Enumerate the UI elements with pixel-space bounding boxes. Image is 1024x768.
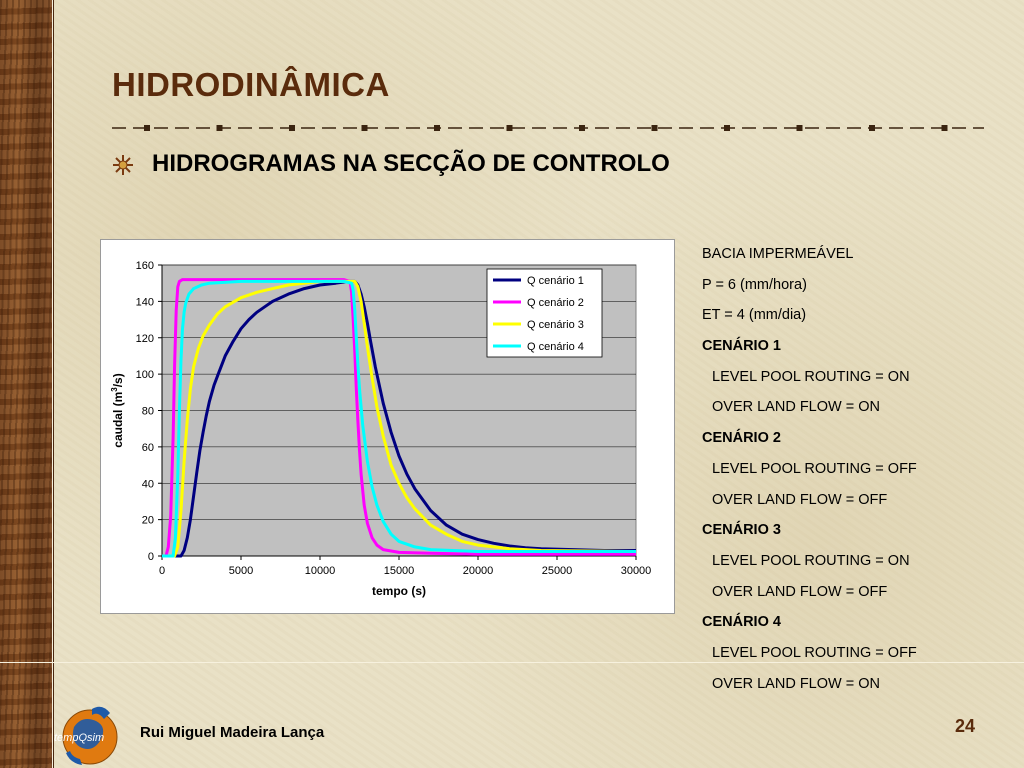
series-line-2 [162,278,636,558]
info-line: LEVEL POOL ROUTING = ON [712,552,910,569]
info-line: ET = 4 (mm/dia) [702,307,807,324]
y-tick-label: 20 [142,515,154,527]
tempqsim-logo: tempQsim [54,706,118,765]
info-line: OVER LAND FLOW = OFF [712,491,888,508]
divider-diamond [361,125,368,131]
slide-subtitle: HIDROGRAMAS NA SECÇÃO DE CONTROLO [152,150,670,177]
y-tick-label: 80 [142,406,154,418]
info-line: BACIA IMPERMEÁVEL [702,246,854,262]
x-tick-label: 0 [159,565,165,577]
info-line: OVER LAND FLOW = ON [712,675,880,692]
horizontal-rule [0,662,1024,663]
divider-diamond [216,125,223,131]
y-tick-label: 160 [136,260,154,272]
info-line: LEVEL POOL ROUTING = OFF [712,460,917,477]
y-tick-label: 100 [136,369,154,381]
x-tick-label: 5000 [229,565,253,577]
y-tick-label: 120 [136,333,154,345]
divider-diamond [579,125,585,131]
info-line: OVER LAND FLOW = ON [712,399,880,416]
x-tick-label: 20000 [463,565,494,577]
hydrograph-chart: 0 20 40 60 80 100 120 140 160 0 5000 10000 15000 2000… [110,260,652,598]
legend-entry-3: Q cenário 3 [527,319,584,331]
info-line: LEVEL POOL ROUTING = OFF [712,644,917,661]
scenario-heading: CENÁRIO 2 [702,430,781,447]
x-tick-label: 30000 [621,565,652,577]
divider-diamond [506,125,513,131]
legend [486,268,603,358]
x-tick-label: 10000 [305,565,336,577]
series-line-4 [162,279,636,558]
divider-diamond [434,125,440,131]
page-number: 24 [955,716,976,736]
dash-divider [112,125,984,131]
chart-container: 0 20 40 60 80 100 120 140 160 0 5000 10000 15000 2000… [100,239,675,614]
divider-diamond [651,125,658,131]
y-tick-label: 0 [148,551,154,563]
scenario-heading: CENÁRIO 1 [702,338,781,355]
y-axis-label: caudal (m3/s) [110,373,125,447]
divider-diamond [941,125,948,131]
scenario-info-panel: BACIA IMPERMEÁVEL P = 6 (mm/hora) ET = 4 (… [702,246,917,706]
info-line: OVER LAND FLOW = OFF [712,583,888,600]
wood-border [0,0,54,768]
legend-entry-1: Q cenário 1 [527,275,584,287]
y-tick-label: 60 [142,442,154,454]
y-tick-label: 140 [136,296,154,308]
divider-diamond [289,125,295,131]
slide-title: HIDRODINÂMICA [112,66,390,103]
vertical-rule [52,0,53,768]
info-line: P = 6 (mm/hora) [702,276,807,293]
divider-diamond [869,125,875,131]
legend-entry-2: Q cenário 2 [527,297,584,309]
author-name: Rui Miguel Madeira Lança [140,724,325,741]
divider-diamond [724,125,730,131]
legend-entry-4: Q cenário 4 [527,341,584,353]
x-axis-label: tempo (s) [372,584,426,598]
scenario-heading: CENÁRIO 4 [702,614,781,631]
star-bullet-icon [113,155,133,175]
logo-text: tempQsim [54,732,104,744]
scenario-heading: CENÁRIO 3 [702,522,781,539]
x-tick-label: 25000 [542,565,573,577]
divider-diamond [144,125,150,131]
y-tick-label: 40 [142,478,154,490]
divider-diamond [796,125,803,131]
info-line: LEVEL POOL ROUTING = ON [712,368,910,385]
x-tick-label: 15000 [384,565,415,577]
